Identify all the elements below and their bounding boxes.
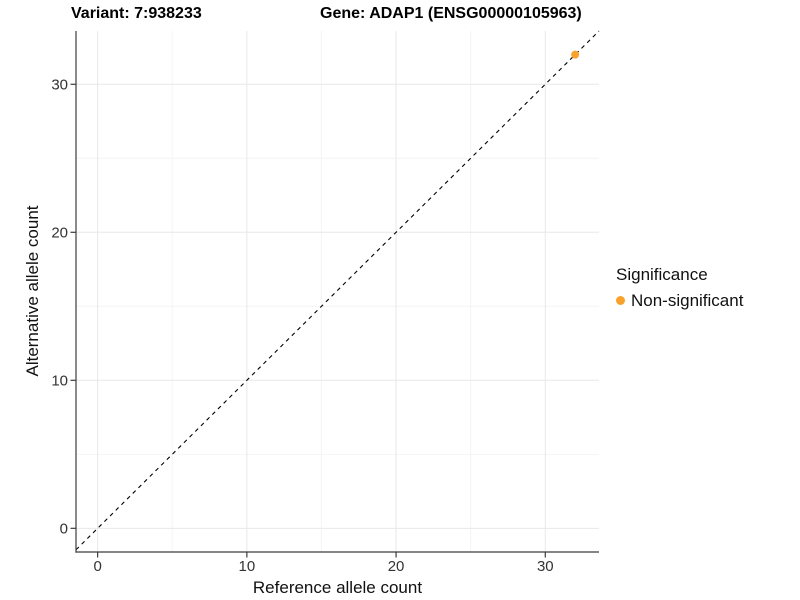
y-tick-label: 0 bbox=[60, 520, 68, 537]
identity-reference-line bbox=[75, 30, 600, 551]
legend: Significance Non-significant bbox=[616, 264, 743, 311]
y-tick-label: 10 bbox=[51, 372, 68, 389]
y-tick-label: 30 bbox=[51, 76, 68, 93]
y-tick-label: 20 bbox=[51, 224, 68, 241]
legend-title: Significance bbox=[616, 265, 708, 284]
x-axis-title: Reference allele count bbox=[252, 578, 423, 597]
x-tick-label: 0 bbox=[93, 558, 101, 575]
data-point bbox=[571, 50, 580, 59]
gene-title: Gene: ADAP1 (ENSG00000105963) bbox=[320, 5, 582, 22]
legend-entry-label: Non-significant bbox=[631, 291, 744, 310]
x-tick-label: 10 bbox=[239, 558, 256, 575]
legend-point-icon bbox=[616, 296, 625, 305]
legend-entry: Non-significant bbox=[616, 290, 743, 311]
variant-title: Variant: 7:938233 bbox=[71, 5, 202, 22]
y-axis-title: Alternative allele count bbox=[23, 205, 42, 377]
x-tick-label: 30 bbox=[537, 558, 554, 575]
x-tick-label: 20 bbox=[388, 558, 405, 575]
